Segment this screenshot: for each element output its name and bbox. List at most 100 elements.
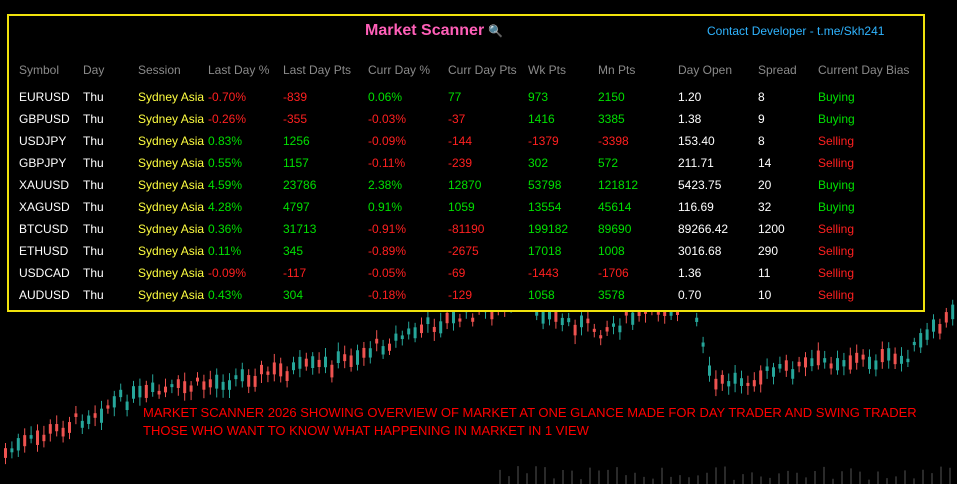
candle-body — [701, 342, 705, 347]
table-cell-bias: Selling — [818, 222, 855, 236]
table-cell-curr-pct: 2.38% — [368, 178, 403, 192]
candle-body — [356, 350, 359, 365]
candle-body — [144, 384, 148, 398]
table-cell-session: Sydney Asia — [138, 112, 205, 126]
candle-body — [292, 362, 295, 371]
candle-body — [164, 386, 167, 393]
column-header: Curr Day Pts — [448, 63, 517, 77]
candle-body — [74, 413, 78, 417]
table-cell-symbol: AUDUSD — [19, 288, 70, 302]
candle-body — [208, 379, 212, 388]
table-cell-day-open: 0.70 — [678, 288, 702, 302]
column-header: Mn Pts — [598, 63, 636, 77]
table-cell-mn-pts: 3385 — [598, 112, 625, 126]
table-cell-spread: 8 — [758, 90, 765, 104]
table-cell-last-pts: 31713 — [283, 222, 317, 236]
scanner-title-text: Market Scanner — [365, 22, 485, 39]
candle-body — [848, 355, 852, 370]
candle-body — [266, 371, 270, 375]
candle-body — [490, 308, 494, 320]
candle-body — [893, 353, 897, 365]
table-cell-spread: 9 — [758, 112, 765, 126]
table-cell-last-pct: 4.28% — [208, 200, 243, 214]
table-cell-day: Thu — [83, 178, 104, 192]
table-cell-symbol: XAUUSD — [19, 178, 70, 192]
table-cell-wk-pts: 302 — [528, 156, 549, 170]
candle-body — [221, 381, 225, 390]
candle-body — [4, 448, 7, 458]
candle-body — [592, 328, 596, 332]
candle-body — [823, 358, 827, 363]
candle-body — [740, 378, 743, 386]
table-cell-bias: Buying — [818, 178, 855, 192]
table-cell-spread: 20 — [758, 178, 772, 192]
table-cell-curr-pct: -0.05% — [368, 266, 407, 280]
table-cell-curr-pct: -0.89% — [368, 244, 407, 258]
column-header: Wk Pts — [528, 63, 566, 77]
candle-body — [10, 448, 14, 453]
contact-developer-link[interactable]: Contact Developer - t.me/Skh241 — [707, 24, 885, 38]
table-cell-curr-pct: -0.09% — [368, 134, 407, 148]
table-cell-symbol: USDCAD — [19, 266, 70, 280]
candle-body — [548, 305, 551, 320]
candle-body — [925, 329, 929, 340]
candle-body — [80, 420, 84, 428]
table-cell-session: Sydney Asia — [138, 266, 205, 280]
candle-body — [842, 360, 846, 367]
table-cell-last-pct: -0.09% — [208, 266, 247, 280]
table-cell-wk-pts: 53798 — [528, 178, 562, 192]
candle-body — [631, 312, 635, 325]
candle-body — [407, 328, 411, 335]
table-cell-last-pts: 4797 — [283, 200, 310, 214]
table-cell-spread: 14 — [758, 156, 772, 170]
candle-body — [68, 422, 71, 433]
table-cell-spread: 1200 — [758, 222, 785, 236]
table-cell-last-pct: 4.59% — [208, 178, 243, 192]
candle-body — [42, 434, 46, 442]
candle-body — [797, 361, 801, 367]
candle-body — [573, 324, 577, 336]
candle-body — [375, 338, 379, 344]
candle-body — [87, 415, 91, 424]
candle-body — [215, 374, 219, 389]
table-cell-day: Thu — [83, 222, 104, 236]
candle-body — [170, 384, 174, 388]
table-cell-wk-pts: 17018 — [528, 244, 562, 258]
candle-body — [452, 308, 455, 324]
table-cell-day-open: 3016.68 — [678, 244, 722, 258]
candle-body — [48, 424, 52, 434]
column-header: Session — [138, 63, 181, 77]
candle-body — [784, 360, 788, 371]
table-cell-curr-pct: -0.03% — [368, 112, 407, 126]
table-cell-symbol: USDJPY — [19, 134, 67, 148]
candle-body — [55, 424, 59, 432]
column-header: Current Day Bias — [818, 63, 910, 77]
table-cell-curr-pct: -0.18% — [368, 288, 407, 302]
candle-body — [541, 311, 545, 324]
candle-body — [311, 356, 315, 369]
table-cell-mn-pts: 1008 — [598, 244, 625, 258]
table-cell-day: Thu — [83, 200, 104, 214]
candle-body — [714, 378, 718, 390]
table-cell-spread: 11 — [758, 266, 771, 280]
table-cell-day-open: 1.20 — [678, 90, 702, 104]
candle-body — [868, 356, 871, 370]
table-cell-bias: Selling — [818, 244, 855, 258]
table-cell-last-pct: -0.70% — [208, 90, 247, 104]
candle-body — [317, 359, 321, 368]
promo-line-1: MARKET SCANNER 2026 SHOWING OVERVIEW OF … — [143, 405, 917, 420]
candle-body — [746, 382, 750, 386]
candle-body — [874, 360, 878, 370]
table-cell-spread: 290 — [758, 244, 779, 258]
candle-body — [362, 347, 366, 358]
candle-body — [23, 435, 27, 447]
table-cell-wk-pts: 13554 — [528, 200, 562, 214]
candle-body — [816, 350, 820, 366]
table-cell-session: Sydney Asia — [138, 90, 205, 104]
candle-body — [944, 312, 948, 323]
candle-body — [778, 363, 782, 369]
table-cell-curr-pct: 0.06% — [368, 90, 403, 104]
table-cell-session: Sydney Asia — [138, 134, 205, 148]
candle-body — [388, 343, 391, 351]
market-scanner-panel: Market Scanner 🔍 Contact Developer - t.me… — [7, 14, 925, 312]
